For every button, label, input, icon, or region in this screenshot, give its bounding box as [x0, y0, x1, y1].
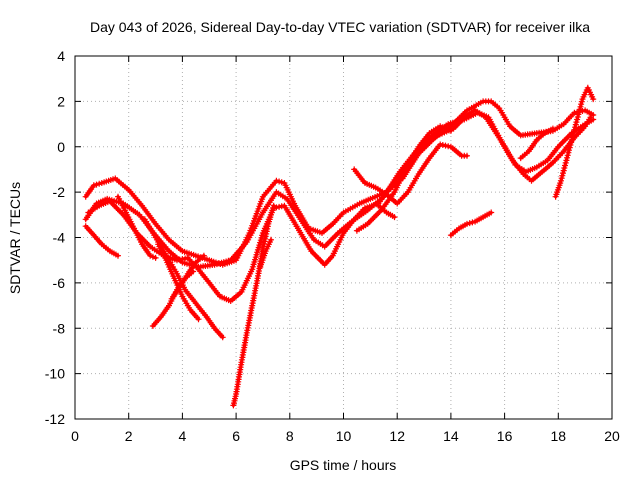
x-tick-label: 10	[336, 428, 352, 444]
x-tick-label: 6	[232, 428, 240, 444]
series-track-1	[82, 98, 597, 268]
series-track-15	[375, 202, 398, 221]
series-markers	[552, 84, 597, 200]
x-tick-label: 4	[179, 428, 187, 444]
series-track-14	[447, 209, 495, 239]
x-tick-label: 20	[604, 428, 620, 444]
series-markers	[351, 141, 470, 207]
y-axis-label: SDTVAR / TECUs	[7, 182, 23, 294]
series-track-3	[85, 107, 594, 304]
series-track-13	[353, 123, 454, 234]
series-track-4	[82, 223, 121, 259]
series-markers	[353, 123, 454, 234]
x-tick-label: 18	[551, 428, 567, 444]
series-markers	[230, 202, 277, 409]
y-tick-label: -12	[45, 411, 65, 427]
x-tick-label: 8	[286, 428, 294, 444]
x-axis-ticks: 0 2 4 6 8 10 12 14 16 18 20	[71, 56, 620, 444]
y-tick-label: 0	[57, 139, 65, 155]
y-tick-label: -4	[53, 230, 66, 246]
series-markers	[447, 209, 495, 239]
series-markers	[82, 223, 121, 259]
series-markers	[155, 241, 202, 323]
series-track-11	[257, 236, 274, 270]
series-track-9	[155, 241, 202, 323]
y-tick-label: -2	[53, 184, 66, 200]
series-markers	[257, 236, 274, 270]
x-tick-label: 0	[71, 428, 79, 444]
series-track-10	[230, 202, 277, 409]
x-tick-label: 16	[497, 428, 513, 444]
series-track-12	[351, 141, 470, 207]
y-tick-label: -10	[45, 366, 65, 382]
x-tick-label: 12	[389, 428, 405, 444]
y-tick-label: 4	[57, 48, 65, 64]
series-markers	[85, 107, 594, 304]
chart-title: Day 043 of 2026, Sidereal Day-to-day VTE…	[90, 19, 590, 35]
x-tick-label: 2	[125, 428, 133, 444]
series-trace	[352, 142, 469, 206]
series-markers	[517, 125, 556, 162]
data-series	[82, 84, 597, 409]
series-track-16	[552, 84, 597, 200]
series-trace	[86, 108, 593, 303]
y-axis-ticks: 4 2 0 -2 -4 -6 -8 -10 -12	[45, 48, 612, 427]
series-track-6	[115, 193, 159, 261]
x-axis-label: GPS time / hours	[290, 457, 397, 473]
series-track-17	[517, 125, 556, 162]
y-tick-label: -8	[53, 320, 66, 336]
series-markers	[375, 202, 398, 221]
y-tick-label: 2	[57, 93, 65, 109]
plot-frame	[74, 55, 613, 420]
y-tick-label: -6	[53, 275, 66, 291]
x-tick-label: 14	[443, 428, 459, 444]
series-markers	[115, 193, 159, 261]
